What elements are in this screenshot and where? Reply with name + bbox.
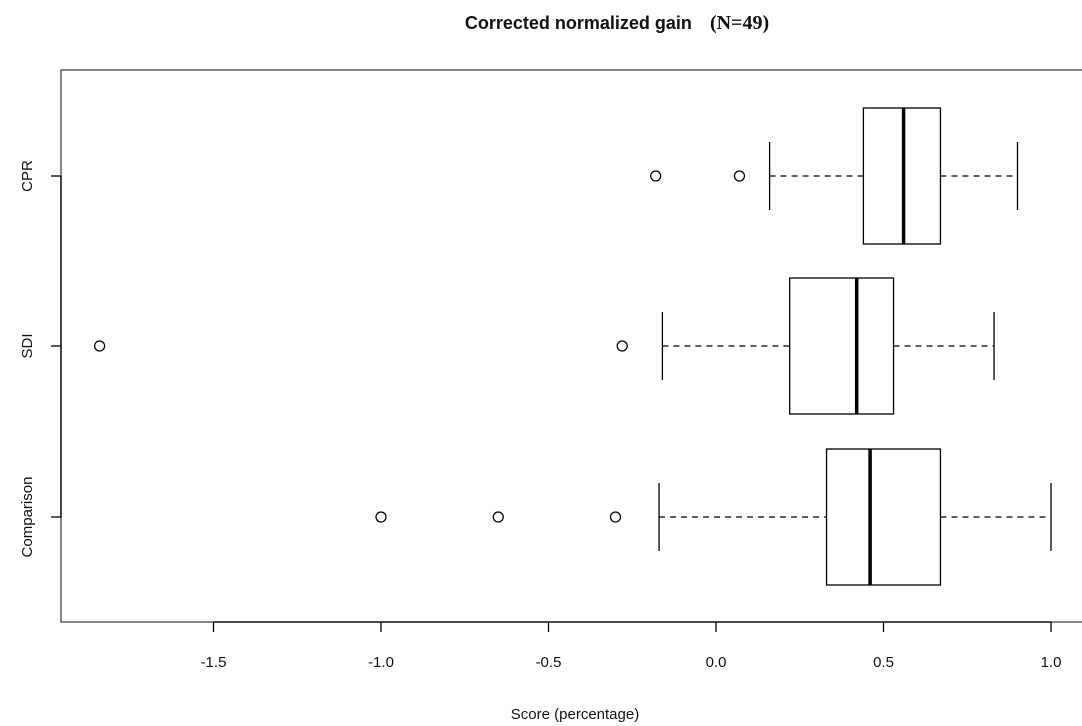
box-sdi — [789, 277, 895, 415]
outlier-point-comparison-1 — [375, 511, 387, 523]
x-tick-label-6: 1.0 — [1041, 654, 1062, 671]
x-tick-label-3: -0.5 — [536, 654, 562, 671]
y-category-label-cpr: CPR — [19, 160, 36, 192]
outlier-point-sdi-1 — [93, 340, 106, 352]
y-category-label-sdi: SDI — [19, 333, 36, 358]
x-tick-label-4: 0.0 — [706, 654, 727, 671]
outlier-point-comparison-3 — [609, 511, 622, 523]
outlier-point-comparison-2 — [492, 511, 504, 523]
outlier-point-cpr-2 — [733, 170, 746, 182]
box-group-cpr — [650, 107, 1019, 245]
chart-title-n: (N=49) — [710, 12, 769, 34]
x-tick-label-5: 0.5 — [873, 654, 894, 671]
chart-title-main: Corrected normalized gain — [465, 13, 692, 33]
chart-title: Corrected normalized gain (N=49) — [465, 12, 769, 34]
y-category-label-comparison: Comparison — [19, 477, 36, 558]
x-axis-title: Score (percentage) — [511, 706, 639, 723]
x-tick-label-2: -1.0 — [368, 654, 394, 671]
x-axis: -1.5 -1.0 -0.5 0.0 0.5 1.0 — [201, 621, 1062, 671]
outlier-point-sdi-2 — [616, 340, 628, 352]
outlier-point-cpr-1 — [650, 170, 662, 182]
boxes-layer — [93, 107, 1052, 586]
box-group-sdi — [93, 277, 995, 415]
y-axis: CPR SDI Comparison — [19, 160, 62, 558]
box-group-comparison — [375, 448, 1052, 586]
x-tick-label-1: -1.5 — [201, 654, 227, 671]
box-comparison — [825, 448, 942, 586]
